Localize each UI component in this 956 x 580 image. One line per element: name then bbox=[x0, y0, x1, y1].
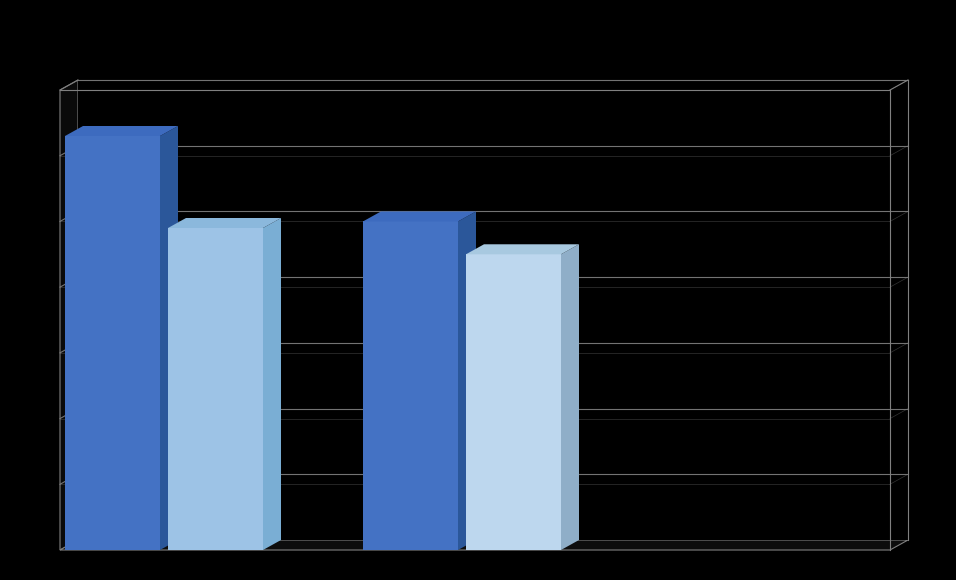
Bar bbox=[363, 222, 458, 550]
Polygon shape bbox=[168, 218, 281, 228]
Bar bbox=[466, 254, 561, 550]
Bar bbox=[65, 136, 160, 550]
Polygon shape bbox=[466, 244, 579, 254]
Polygon shape bbox=[458, 212, 476, 550]
Polygon shape bbox=[60, 540, 908, 550]
Polygon shape bbox=[60, 80, 78, 550]
Polygon shape bbox=[561, 244, 579, 550]
Polygon shape bbox=[78, 80, 908, 540]
Polygon shape bbox=[263, 218, 281, 550]
Polygon shape bbox=[363, 212, 476, 222]
Bar bbox=[168, 228, 263, 550]
Polygon shape bbox=[160, 126, 178, 550]
Polygon shape bbox=[65, 126, 178, 136]
